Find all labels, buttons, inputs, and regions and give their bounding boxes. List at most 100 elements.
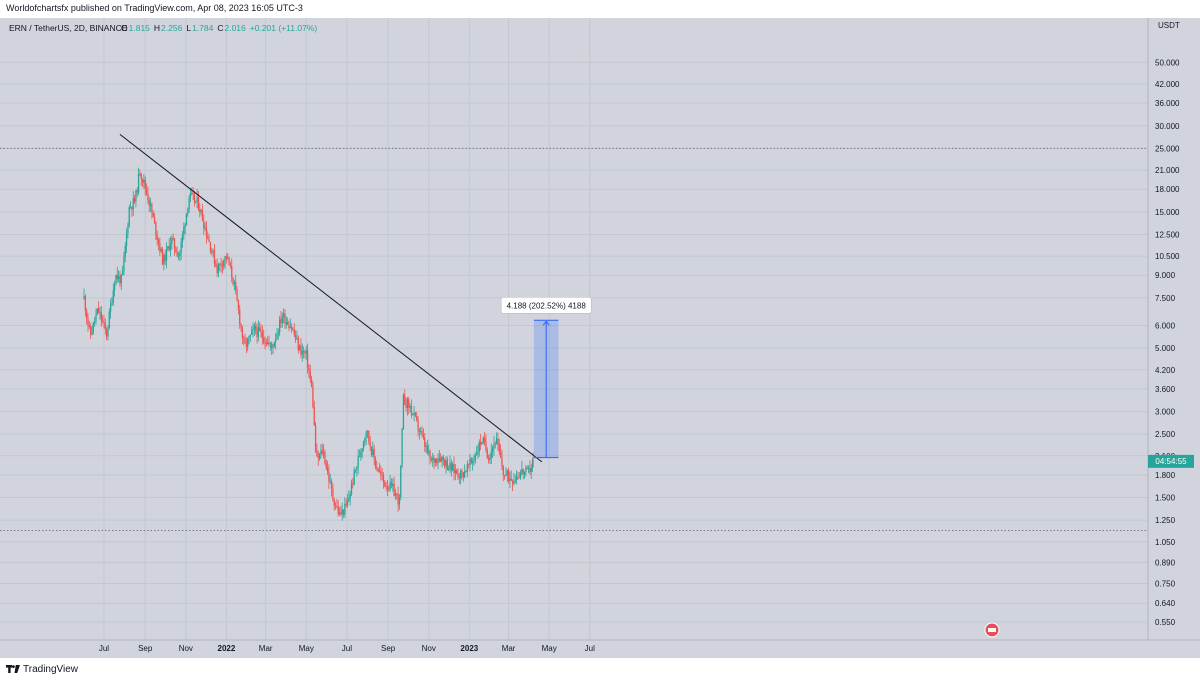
candle-body xyxy=(519,472,522,478)
candle-body xyxy=(378,471,381,473)
candle-body xyxy=(444,460,446,467)
ohlc-l-label: L xyxy=(186,23,191,33)
axis-unit: USDT xyxy=(1158,21,1180,30)
candle-body xyxy=(433,457,435,463)
tradingview-brand: TradingView xyxy=(23,663,79,675)
candle-body xyxy=(517,476,519,478)
candle-body xyxy=(316,451,318,457)
candle-body xyxy=(209,242,212,252)
candle-body xyxy=(416,415,418,420)
candle-body xyxy=(361,448,363,452)
candle-body xyxy=(108,311,110,329)
candle-body xyxy=(205,227,208,237)
candles xyxy=(83,167,534,521)
candle-body xyxy=(86,310,88,319)
current-price-countdown: 04:54:55 xyxy=(1155,457,1187,466)
candle-body xyxy=(155,222,157,235)
price-tick-label: 4.200 xyxy=(1155,366,1176,375)
candle-body xyxy=(369,441,371,447)
candle-body xyxy=(526,467,528,469)
tradingview-logo[interactable]: TradingView xyxy=(6,664,78,675)
candle-body xyxy=(301,350,303,355)
time-tick-label: May xyxy=(299,644,314,653)
candle-body xyxy=(472,461,474,463)
candle-body xyxy=(243,337,245,339)
candle-body xyxy=(245,343,248,347)
candle-body xyxy=(215,263,217,266)
candle-body xyxy=(280,319,282,324)
price-tick-label: 18.000 xyxy=(1155,185,1180,194)
candle-body xyxy=(446,459,449,470)
candle-body xyxy=(394,493,397,497)
price-axis: USDT 50.000 42.000 36.000 30.000 25.000 21.000… xyxy=(1147,18,1200,658)
candle-body xyxy=(104,322,106,329)
candle-body xyxy=(354,469,357,471)
price-tick-label: 1.050 xyxy=(1155,538,1176,547)
candle-body xyxy=(342,509,345,515)
price-tick-label: 0.640 xyxy=(1155,599,1176,608)
dotted-levels xyxy=(0,147,1148,532)
candle-body xyxy=(396,493,398,495)
candle-body xyxy=(404,394,406,406)
time-tick-label: Nov xyxy=(422,644,436,653)
candle-body xyxy=(249,334,252,337)
candle-body xyxy=(297,338,299,350)
candle-body xyxy=(296,338,298,340)
price-tick-label: 0.750 xyxy=(1155,580,1176,589)
candle-body xyxy=(217,264,220,273)
candle-body xyxy=(493,443,495,449)
candle-body xyxy=(436,458,438,464)
candle-body xyxy=(417,419,419,431)
candle-body xyxy=(192,193,194,195)
candle-body xyxy=(522,469,524,475)
candle-body xyxy=(167,246,169,249)
candle-body xyxy=(151,204,153,214)
candle-body xyxy=(445,459,447,467)
candle-body xyxy=(318,454,321,459)
measure-tool: 4.188 (202.52%) 4188 xyxy=(500,297,592,459)
candle-body xyxy=(200,210,202,213)
price-tick-label: 10.500 xyxy=(1155,252,1180,261)
candle-body xyxy=(286,321,289,325)
candle-body xyxy=(503,474,506,476)
candle-body xyxy=(350,483,353,495)
candle-body xyxy=(255,325,257,332)
candle-body xyxy=(380,471,382,475)
candle-body xyxy=(300,345,302,355)
candle-body xyxy=(333,499,335,506)
candle-body xyxy=(412,414,414,415)
candle-body xyxy=(388,489,390,491)
candle-body xyxy=(161,248,164,265)
candle-body xyxy=(88,325,90,327)
candle-body xyxy=(117,276,120,280)
candle-body xyxy=(124,245,126,257)
candle-body xyxy=(264,342,266,344)
candle-body xyxy=(187,209,189,214)
candle-body xyxy=(127,225,129,234)
current-price-tag[interactable] xyxy=(1148,454,1194,468)
candle-body xyxy=(257,327,260,337)
candle-body xyxy=(283,313,285,318)
candle-body xyxy=(499,451,502,457)
candle-body xyxy=(466,464,468,473)
candle-body xyxy=(267,342,269,345)
price-chart[interactable]: 4.188 (202.52%) 4188 USDT 50.000 42.000 36.… xyxy=(0,18,1200,658)
candle-body xyxy=(294,334,297,340)
candle-body xyxy=(288,324,290,328)
price-tick-label: 50.000 xyxy=(1155,58,1180,67)
candle-body xyxy=(377,468,379,472)
candle-body xyxy=(442,456,445,461)
candle-body xyxy=(188,197,190,210)
ohlc-l: 1.784 xyxy=(192,23,214,33)
candle-body xyxy=(458,477,460,479)
candle-body xyxy=(176,252,178,257)
chart-area[interactable]: 4.188 (202.52%) 4188 USDT 50.000 42.000 36.… xyxy=(0,18,1200,658)
candle-body xyxy=(279,319,281,333)
candle-body xyxy=(338,512,341,515)
candle-body xyxy=(251,330,253,335)
price-tick-label: 2.500 xyxy=(1155,430,1176,439)
candle-body xyxy=(324,451,326,464)
trendline[interactable] xyxy=(119,133,543,463)
candle-body xyxy=(462,472,464,478)
candle-body xyxy=(426,445,429,453)
